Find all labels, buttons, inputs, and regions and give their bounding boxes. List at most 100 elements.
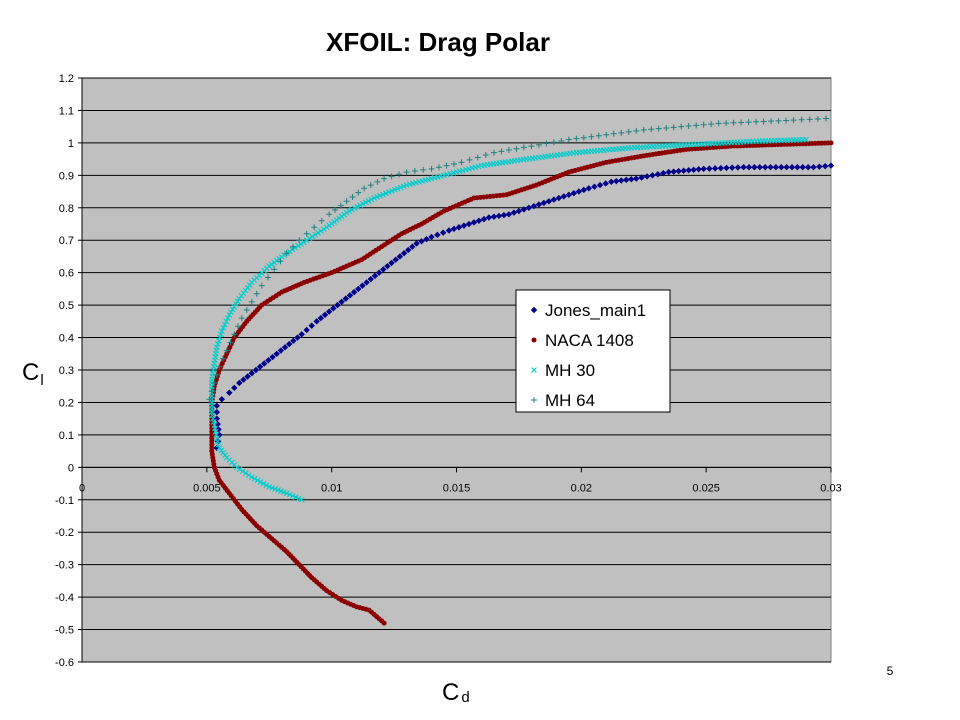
data-point	[396, 171, 403, 178]
y-tick-label: 0.1	[59, 430, 74, 442]
data-point	[610, 130, 617, 137]
data-point	[235, 323, 242, 330]
data-point	[244, 373, 251, 380]
data-point	[380, 191, 386, 198]
data-point	[670, 124, 677, 131]
series-3	[206, 115, 830, 403]
data-point	[585, 185, 593, 192]
data-point	[814, 115, 821, 122]
data-point	[520, 206, 528, 213]
data-point	[665, 168, 672, 176]
data-point	[500, 211, 508, 219]
data-point	[289, 246, 296, 253]
data-point	[560, 193, 568, 200]
data-point	[303, 326, 310, 334]
data-point	[214, 341, 221, 347]
data-point	[439, 229, 447, 236]
data-point	[423, 235, 430, 243]
data-point	[289, 243, 296, 250]
data-point	[693, 122, 700, 129]
data-point	[238, 315, 245, 322]
data-point	[213, 371, 220, 378]
data-point	[685, 167, 692, 174]
data-point	[231, 384, 238, 392]
page-number: 5	[887, 664, 894, 678]
data-point	[751, 164, 758, 171]
data-point	[485, 214, 493, 221]
data-point	[580, 186, 588, 194]
data-point	[226, 389, 233, 396]
x-axis-label-main: C	[442, 679, 459, 706]
data-point	[330, 305, 337, 312]
data-point	[767, 164, 774, 171]
data-point	[528, 143, 535, 150]
data-point	[760, 118, 767, 125]
series-2	[208, 136, 809, 503]
data-point	[778, 164, 785, 171]
data-point	[359, 282, 366, 289]
data-point	[306, 235, 313, 242]
data-point	[295, 495, 302, 502]
data-point	[277, 347, 285, 354]
data-point	[391, 186, 398, 193]
data-point	[828, 140, 834, 146]
data-point	[550, 139, 557, 146]
data-point	[371, 272, 379, 280]
data-point	[730, 119, 737, 126]
data-point	[242, 470, 249, 477]
data-point	[349, 206, 355, 213]
data-point	[213, 344, 220, 351]
data-point	[321, 311, 329, 319]
data-point	[231, 331, 238, 338]
data-point	[738, 119, 745, 126]
data-point	[236, 379, 243, 387]
legend-entry: Jones_main1	[530, 301, 646, 320]
legend-entries: Jones_main1 NACA 1408 MH 30 MH 64	[530, 301, 646, 410]
legend-marker	[531, 397, 537, 403]
data-point	[783, 117, 790, 124]
data-point	[239, 468, 246, 475]
data-point	[565, 191, 573, 198]
data-point	[248, 370, 255, 377]
data-point	[543, 140, 550, 147]
data-point	[520, 144, 527, 151]
legend-label: NACA 1408	[545, 331, 634, 350]
y-axis-label: Cl	[22, 359, 44, 389]
data-point	[613, 177, 620, 185]
gridlines	[82, 77, 831, 663]
data-point	[206, 396, 213, 403]
y-tick-label: -0.4	[55, 592, 74, 604]
data-point	[231, 303, 238, 310]
data-point	[648, 126, 655, 133]
legend: Jones_main1 NACA 1408 MH 30 MH 64	[515, 289, 671, 413]
data-point	[428, 233, 435, 241]
data-point	[367, 182, 374, 189]
data-point	[214, 420, 221, 428]
data-point	[388, 173, 395, 180]
data-point	[346, 292, 354, 299]
data-point	[715, 120, 722, 127]
data-point	[451, 160, 458, 167]
data-point	[213, 402, 221, 409]
y-tick-label: -0.1	[55, 495, 74, 507]
y-tick-label: 0.6	[59, 268, 74, 280]
data-point	[798, 116, 805, 123]
data-point	[633, 127, 640, 134]
series-layer	[206, 115, 835, 626]
data-point	[363, 279, 370, 286]
data-point	[772, 164, 780, 171]
data-point	[513, 145, 520, 152]
data-point	[623, 176, 630, 184]
data-point	[355, 285, 362, 293]
data-point	[555, 194, 563, 202]
y-tick-label: 0.7	[59, 235, 74, 247]
data-point	[790, 117, 797, 124]
data-point	[708, 121, 715, 128]
data-point	[320, 226, 327, 232]
data-point	[326, 211, 333, 218]
data-point	[374, 178, 381, 185]
data-point	[505, 211, 513, 218]
x-axis-label-sub: d	[461, 689, 469, 706]
data-point	[745, 119, 752, 126]
data-point	[221, 321, 228, 328]
